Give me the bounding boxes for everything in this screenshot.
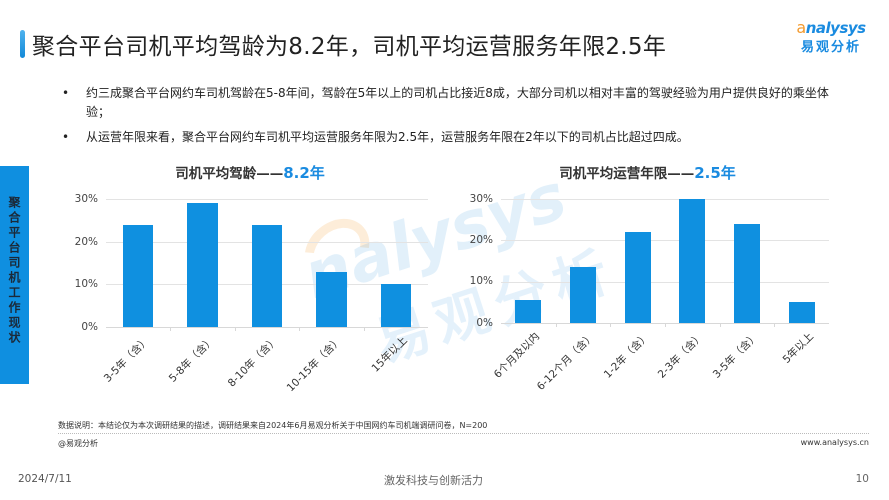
x-tick-label: 8-10年（含）: [225, 334, 281, 390]
x-tick-label: 10-15年（含）: [285, 334, 345, 395]
x-tick: [610, 323, 612, 327]
logo-chinese: 易观分析: [800, 40, 861, 55]
y-tick-label: 0%: [81, 321, 98, 333]
slogan: 激发科技与创新活力: [384, 474, 483, 487]
data-note: 数据说明：本结论仅为本次调研结果的描述，调研结果来自2024年6月易观分析关于中…: [58, 421, 488, 430]
x-tick: [170, 327, 172, 331]
gridline: [501, 240, 829, 242]
y-tick-label: 30%: [74, 193, 98, 205]
x-tick-label: 6-12个月（含）: [534, 330, 598, 393]
x-tick-label: 1-2年（含）: [601, 330, 652, 381]
bar: [570, 267, 596, 323]
bar: [251, 224, 283, 327]
report-date: 2024/7/11: [18, 473, 72, 485]
x-tick: [234, 327, 236, 331]
summary-bullets: • 约三成聚合平台网约车司机驾龄在5-8年间，驾龄在5年以上的司机占比接近8成，…: [62, 84, 842, 153]
chart-title: 司机平均运营年限——2.5年: [559, 164, 736, 182]
bar: [624, 232, 651, 323]
y-tick-label: 0%: [476, 317, 493, 329]
source-credit: @易观分析: [58, 439, 98, 448]
gridline: [501, 199, 829, 200]
page-number: 10: [855, 473, 869, 485]
section-side-tab: 聚合平台司机工作现状: [0, 166, 29, 384]
x-tick: [665, 323, 666, 327]
logo-wordmark: analysys: [796, 18, 866, 37]
x-tick-label: 2-3年（含）: [656, 330, 707, 381]
bar: [734, 223, 760, 323]
bullet-dot-icon: •: [62, 86, 70, 100]
bullet-item: • 约三成聚合平台网约车司机驾龄在5-8年间，驾龄在5年以上的司机占比接近8成，…: [62, 86, 829, 119]
x-tick-label: 5-8年（含）: [166, 334, 217, 385]
bar: [679, 199, 706, 323]
x-tick-label: 6个月及以内: [492, 330, 543, 381]
plot-area: 3-5年（含） 5-8年（含） 8-10年（含） 10-15年（含） 15年以上: [102, 199, 428, 394]
y-tick-label: 10%: [74, 278, 98, 290]
y-tick-label: 20%: [74, 236, 98, 248]
chart-operating-years: 司机平均运营年限——2.5年 30% 20% 10% 0% 6个月及以内 6-12…: [455, 162, 840, 412]
side-tab-label: 聚合平台司机工作现状: [7, 196, 21, 346]
bar: [380, 284, 411, 327]
x-tick: [774, 323, 776, 327]
y-tick-label: 30%: [469, 193, 493, 205]
bullet-item: • 从运营年限来看，聚合平台网约车司机平均运营服务年限为2.5年，运营服务年限在…: [62, 128, 842, 147]
x-tick-label: 3-5年（含）: [101, 334, 153, 385]
x-tick-label: 5年以上: [780, 330, 816, 366]
bar: [123, 224, 154, 327]
chart-driving-years: 司机平均驾龄——8.2年 30% 20% 10% 0% 3-5年（含） 5-8年（…: [60, 162, 440, 412]
x-tick: [299, 327, 301, 331]
chart-title: 司机平均驾龄——8.2年: [175, 164, 325, 182]
plot-area: 6个月及以内 6-12个月（含） 1-2年（含） 2-3年（含） 3-5年（含） 5年以上: [492, 199, 829, 393]
x-tick: [363, 327, 365, 331]
website-link[interactable]: www.analysys.cn: [800, 438, 869, 447]
gridline: [501, 281, 829, 283]
y-tick-label: 10%: [469, 275, 493, 287]
bullet-dot-icon: •: [62, 130, 70, 144]
page-title: 聚合平台司机平均驾龄为8.2年，司机平均运营服务年限2.5年: [32, 34, 667, 60]
title-accent-bar: [20, 30, 25, 58]
x-tick: [555, 323, 557, 327]
analysys-logo: analysys 易观分析: [786, 18, 876, 55]
bar: [316, 271, 347, 327]
x-axis-line: [106, 327, 428, 328]
x-tick-label: 3-5年（含）: [710, 330, 762, 381]
gridline: [106, 199, 428, 200]
footer-divider: [58, 433, 869, 434]
x-tick-label: 15年以上: [369, 334, 410, 375]
bar: [515, 300, 542, 323]
bar: [788, 302, 815, 323]
y-tick-label: 20%: [469, 234, 493, 246]
bar: [187, 203, 218, 327]
x-tick: [719, 323, 721, 327]
